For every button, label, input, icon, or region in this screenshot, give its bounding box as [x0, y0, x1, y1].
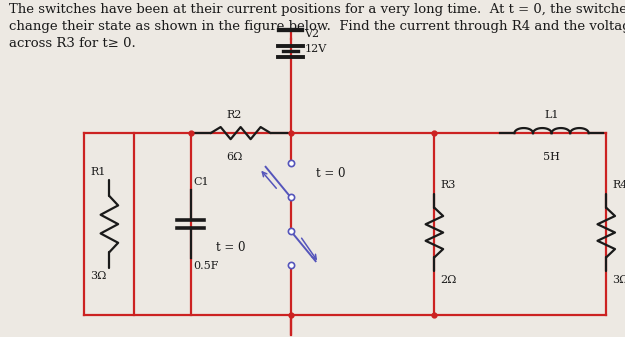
Text: 12V: 12V [304, 44, 327, 54]
Text: t = 0: t = 0 [316, 167, 345, 180]
Text: L1: L1 [544, 110, 559, 120]
Text: R2: R2 [227, 110, 242, 120]
Text: R1: R1 [91, 167, 106, 177]
Text: 3Ω: 3Ω [90, 271, 106, 281]
Text: R4: R4 [612, 180, 625, 190]
Text: 5H: 5H [543, 152, 560, 162]
Text: t = 0: t = 0 [216, 241, 245, 254]
Text: R3: R3 [441, 180, 456, 190]
Text: C1: C1 [194, 177, 209, 187]
Text: 0.5F: 0.5F [194, 261, 219, 271]
Text: 2Ω: 2Ω [441, 275, 457, 285]
Text: 3Ω: 3Ω [612, 275, 625, 285]
Text: The switches have been at their current positions for a very long time.  At t = : The switches have been at their current … [9, 3, 625, 50]
Text: V2: V2 [304, 29, 319, 39]
Text: 6Ω: 6Ω [226, 152, 242, 162]
